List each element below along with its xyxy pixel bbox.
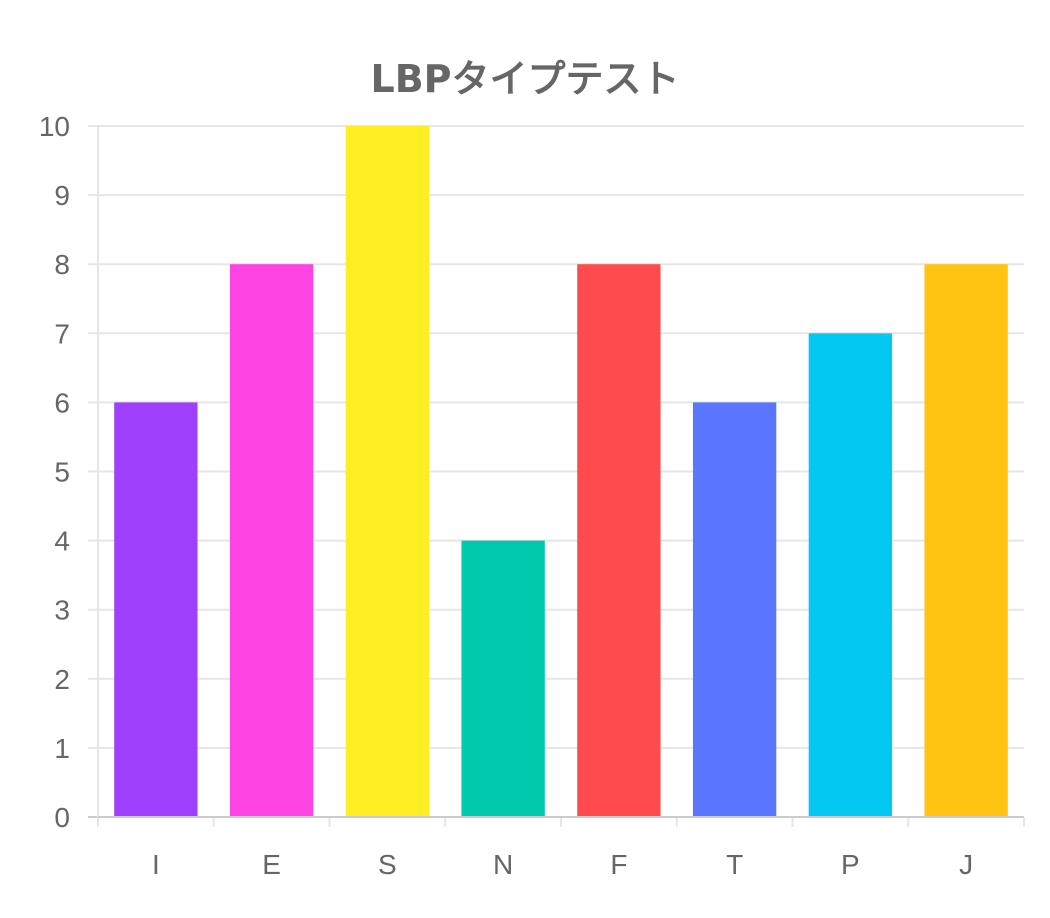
y-tick-label: 8 [54,249,70,280]
bar-n [461,540,545,817]
bar-f [577,264,661,817]
y-tick-label: 2 [54,664,70,695]
x-tick-label: T [726,849,743,880]
x-tick-label: J [959,849,973,880]
bar-e [229,264,314,817]
y-tick-label: 6 [54,387,70,418]
x-tick-label: I [152,849,160,880]
y-tick-label: 1 [54,733,70,764]
y-tick-label: 10 [39,111,70,142]
bar-j [924,264,1008,817]
x-tick-label: S [378,849,397,880]
bar-s [345,126,430,817]
y-tick-label: 7 [54,318,70,349]
x-tick-label: P [841,849,860,880]
x-tick-label: E [262,849,281,880]
bar-t [692,402,777,817]
y-tick-label: 5 [54,457,70,488]
x-tick-label: N [493,849,513,880]
bar-i [114,402,198,817]
y-tick-label: 0 [54,802,70,833]
y-tick-label: 3 [54,595,70,626]
y-tick-label: 9 [54,180,70,211]
bar-p [808,333,893,817]
chart-title: LBPタイプテスト [370,57,680,101]
x-tick-label: F [610,849,627,880]
y-tick-label: 4 [54,526,70,557]
